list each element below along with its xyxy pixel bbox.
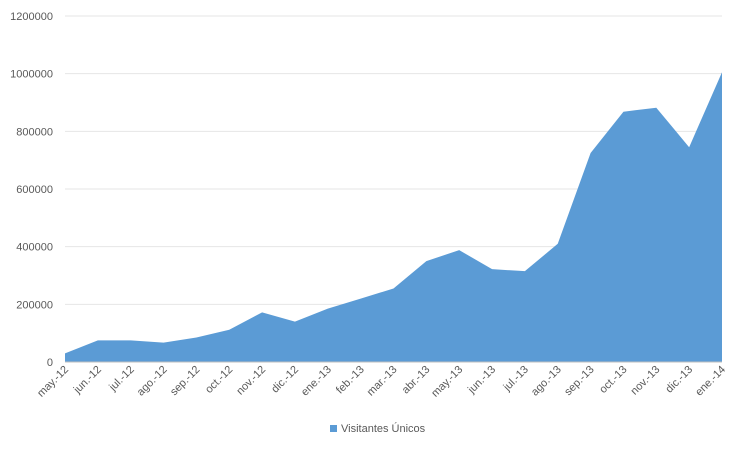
x-tick-label: dic.-13 xyxy=(663,364,695,396)
x-tick-label: jun.-13 xyxy=(465,364,498,397)
x-tick-label: nov.-12 xyxy=(234,364,268,398)
x-tick-label: ago.-13 xyxy=(529,364,564,399)
y-tick-label: 800000 xyxy=(16,126,53,138)
y-tick-label: 0 xyxy=(47,357,53,369)
x-tick-label: jul.-12 xyxy=(106,364,136,394)
x-tick-label: jun.-12 xyxy=(71,364,104,397)
x-tick-label: nov.-13 xyxy=(629,364,663,398)
x-tick-label: ago.-12 xyxy=(135,364,170,399)
y-tick-label: 1000000 xyxy=(10,69,53,81)
y-tick-label: 1200000 xyxy=(10,11,53,23)
y-tick-labels: 0 200000 400000 600000 800000 1000000 1200000 xyxy=(10,11,53,369)
x-tick-label: mar.-13 xyxy=(365,364,400,399)
x-tick-label: sep.-12 xyxy=(168,364,202,398)
legend-label: Visitantes Únicos xyxy=(341,422,426,435)
x-tick-label: sep.-13 xyxy=(562,364,596,398)
x-tick-label: jul.-13 xyxy=(501,364,531,394)
series-area-layer xyxy=(64,72,723,362)
y-tick-label: 200000 xyxy=(16,299,53,311)
x-tick-label: oct.-13 xyxy=(597,364,629,396)
x-tick-label: ene.-13 xyxy=(299,364,334,399)
x-tick-label: may.-13 xyxy=(429,364,465,400)
x-tick-label: abr.-13 xyxy=(400,364,433,397)
series-area-visitantes-unicos xyxy=(65,72,722,362)
x-tick-label: dic.-12 xyxy=(269,364,301,396)
x-tick-label: oct.-12 xyxy=(203,364,235,396)
y-tick-label: 600000 xyxy=(16,184,53,196)
legend-swatch xyxy=(330,425,337,432)
y-tick-label: 400000 xyxy=(16,242,53,254)
x-tick-label: ene.-14 xyxy=(693,364,728,399)
legend: Visitantes Únicos xyxy=(330,422,426,435)
x-tick-label: may.-12 xyxy=(35,364,71,400)
x-tick-label: feb.-13 xyxy=(334,364,367,397)
